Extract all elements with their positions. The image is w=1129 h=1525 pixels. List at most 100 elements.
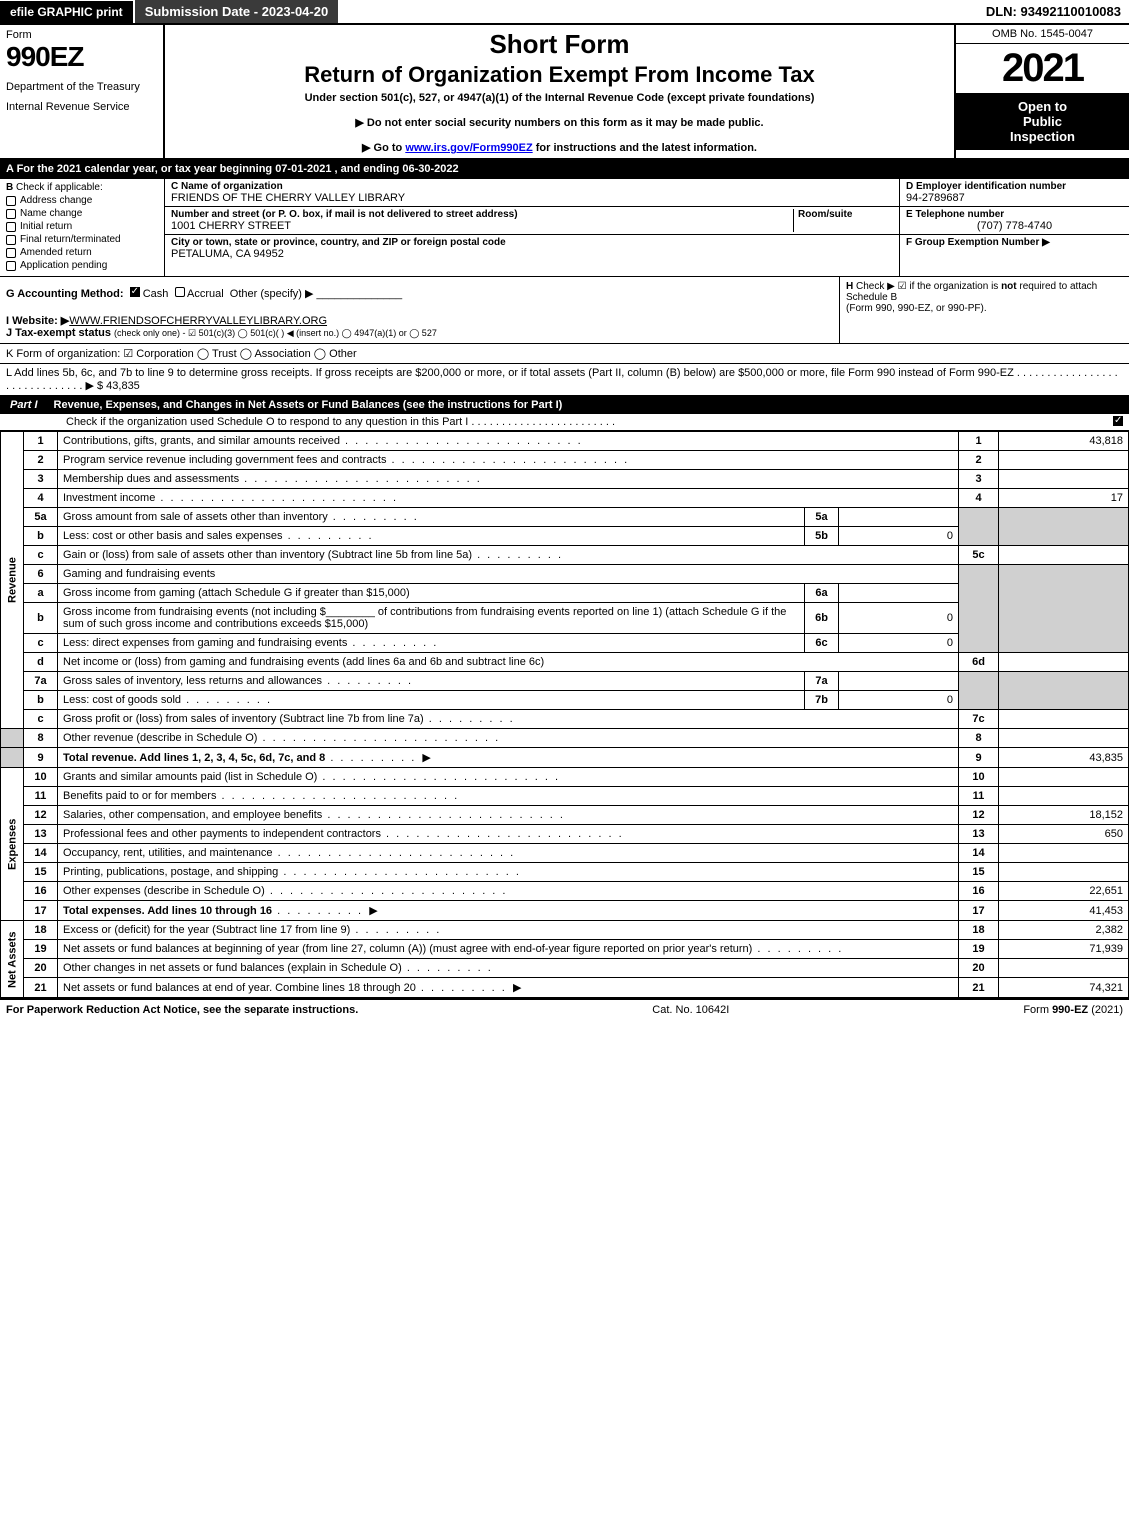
room-label: Room/suite [798,209,893,220]
table-row: Net Assets 18 Excess or (deficit) for th… [1,921,1129,940]
line-value: 43,835 [999,748,1129,768]
line-num: 1 [24,432,58,451]
part-1-subtext: Check if the organization used Schedule … [0,414,1129,431]
chk-address-change[interactable]: Address change [6,195,158,206]
line-l-amount: 43,835 [106,380,140,392]
table-row: d Net income or (loss) from gaming and f… [1,653,1129,672]
checkbox-icon [6,248,16,258]
result-num: 6d [959,653,999,672]
efile-print-button[interactable]: efile GRAPHIC print [0,1,133,23]
tax-year: 2021 [956,44,1129,93]
sub-value: 0 [839,634,959,653]
submission-date-button[interactable]: Submission Date - 2023-04-20 [135,0,339,23]
part-1-header: Part I Revenue, Expenses, and Changes in… [0,396,1129,414]
line-num: c [24,546,58,565]
phone-label: E Telephone number [906,209,1123,220]
line-value [999,768,1129,787]
tax-exempt-row: J Tax-exempt status (check only one) - ☑… [6,327,833,339]
website-row: I Website: ▶WWW.FRIENDSOFCHERRYVALLEYLIB… [6,314,833,327]
b-label: B [6,182,13,193]
sub-value: 0 [839,603,959,634]
line-k: K Form of organization: ☑ Corporation ◯ … [0,344,1129,364]
table-row: 17 Total expenses. Add lines 10 through … [1,901,1129,921]
line-value [999,451,1129,470]
sub-value [839,584,959,603]
chk-label: Address change [20,195,92,206]
line-text: Other expenses (describe in Schedule O) [63,885,507,897]
gray-cell [999,565,1129,653]
sub-num: 7b [805,691,839,710]
line-value: 2,382 [999,921,1129,940]
h-label: H [846,281,853,292]
open-line2: Public [962,114,1123,129]
line-text: Benefits paid to or for members [63,790,459,802]
line-num: c [24,634,58,653]
line-text: Salaries, other compensation, and employ… [63,809,565,821]
line-value: 650 [999,825,1129,844]
chk-label: Amended return [20,247,92,258]
footer-left: For Paperwork Reduction Act Notice, see … [6,1004,358,1016]
column-g: G Accounting Method: Cash Accrual Other … [0,277,839,343]
result-num: 2 [959,451,999,470]
line-text: Gross sales of inventory, less returns a… [63,675,413,687]
ein-value: 94-2789687 [906,192,1123,204]
result-num: 1 [959,432,999,451]
line-text: Investment income [63,492,398,504]
line-text: Gross amount from sale of assets other t… [63,511,419,523]
line-text: Less: cost of goods sold [63,694,272,706]
line-value [999,844,1129,863]
table-row: 3 Membership dues and assessments 3 [1,470,1129,489]
irs-link[interactable]: www.irs.gov/Form990EZ [405,142,532,154]
h-not: not [1001,281,1017,292]
chk-final-return[interactable]: Final return/terminated [6,234,158,245]
ein-label: D Employer identification number [906,181,1123,192]
line-num: 11 [24,787,58,806]
line-value: 71,939 [999,940,1129,959]
result-num: 4 [959,489,999,508]
j-text: (check only one) - ☑ 501(c)(3) ◯ 501(c)(… [114,328,437,338]
chk-initial-return[interactable]: Initial return [6,221,158,232]
table-row: c Gross profit or (loss) from sales of i… [1,710,1129,729]
omb-number: OMB No. 1545-0047 [956,25,1129,44]
ein-row: D Employer identification number 94-2789… [900,179,1129,207]
line-num: b [24,527,58,546]
result-num: 17 [959,901,999,921]
line-text: Net income or (loss) from gaming and fun… [58,653,959,672]
name-label: C Name of organization [171,181,893,192]
street-address: 1001 CHERRY STREET [171,220,793,232]
chk-label: Name change [20,208,82,219]
table-row: 15 Printing, publications, postage, and … [1,863,1129,882]
instr2-post: for instructions and the latest informat… [533,142,757,154]
accounting-method-row: G Accounting Method: Cash Accrual Other … [6,287,833,300]
chk-label: Application pending [20,260,107,271]
result-num: 18 [959,921,999,940]
result-num: 10 [959,768,999,787]
g-label: G Accounting Method: [6,288,124,300]
line-text: Gross income from gaming (attach Schedul… [58,584,805,603]
chk-application-pending[interactable]: Application pending [6,260,158,271]
result-num: 13 [959,825,999,844]
gray-cell [1,729,24,748]
org-name: FRIENDS OF THE CHERRY VALLEY LIBRARY [171,192,893,204]
sub-value [839,672,959,691]
line-num: 5a [24,508,58,527]
netassets-vertical-label: Net Assets [1,921,24,998]
footer-right-post: (2021) [1088,1004,1123,1016]
line-text: Gross profit or (loss) from sales of inv… [63,713,515,725]
page-footer: For Paperwork Reduction Act Notice, see … [0,998,1129,1020]
main-title: Return of Organization Exempt From Incom… [173,62,946,88]
checkbox-icon [6,235,16,245]
column-b: B Check if applicable: Address change Na… [0,179,165,276]
chk-amended-return[interactable]: Amended return [6,247,158,258]
checkbox-checked-icon [1113,416,1123,426]
checkbox-icon [6,222,16,232]
line-value: 41,453 [999,901,1129,921]
website-value[interactable]: WWW.FRIENDSOFCHERRYVALLEYLIBRARY.ORG [69,315,327,327]
line-text: Less: direct expenses from gaming and fu… [63,637,438,649]
line-value: 43,818 [999,432,1129,451]
sub-num: 6b [805,603,839,634]
header-middle: Short Form Return of Organization Exempt… [165,25,954,158]
dept-irs: Internal Revenue Service [6,101,157,113]
chk-name-change[interactable]: Name change [6,208,158,219]
line-value: 22,651 [999,882,1129,901]
